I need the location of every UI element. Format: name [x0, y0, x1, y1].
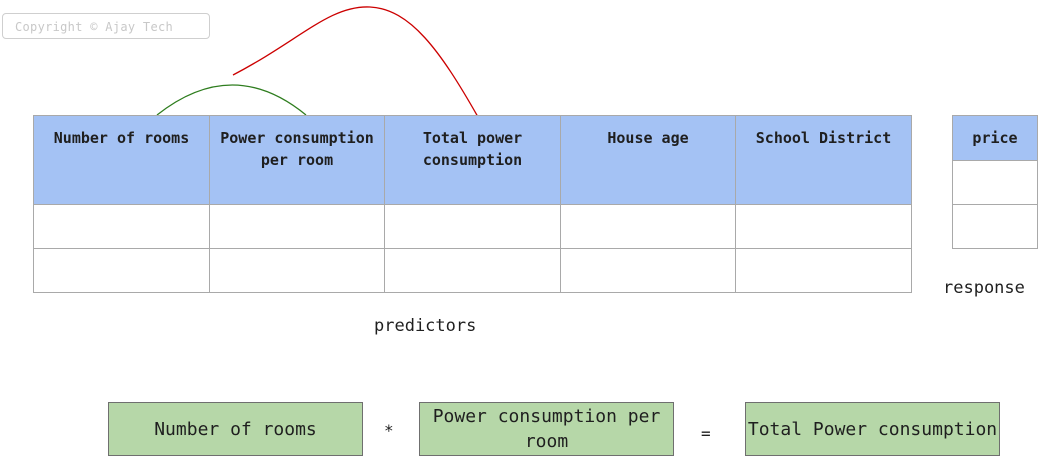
table-cell — [735, 204, 912, 249]
table-cell — [952, 160, 1038, 205]
table-cell — [33, 204, 210, 249]
header-total-power-consumption: Total power consumption — [384, 115, 561, 205]
predictors-label: predictors — [374, 316, 477, 336]
multiply-operator: * — [384, 421, 394, 440]
response-header-row: price — [952, 115, 1038, 161]
header-house-age: House age — [560, 115, 736, 205]
table-cell — [952, 204, 1038, 249]
equation-term-power-consumption-per-room: Power consumption per room — [419, 402, 674, 456]
table-cell — [560, 204, 736, 249]
equals-operator: = — [701, 424, 711, 443]
table-row — [952, 160, 1038, 205]
header-school-district: School District — [735, 115, 912, 205]
equation-result-label: Total Power consumption — [747, 418, 998, 440]
equation-term-label: Power consumption per room — [432, 406, 661, 452]
table-row — [952, 204, 1038, 249]
response-table: price — [952, 115, 1038, 249]
table-cell — [384, 204, 561, 249]
equation-result-total-power-consumption: Total Power consumption — [745, 402, 1000, 456]
table-cell — [560, 248, 736, 293]
green-arc — [156, 84, 307, 116]
header-power-consumption-per-room: Power consumption per room — [209, 115, 385, 205]
red-arc — [232, 6, 479, 118]
header-price: price — [952, 115, 1038, 161]
response-label: response — [943, 278, 1025, 298]
table-cell — [33, 248, 210, 293]
equation-term-label: Number of rooms — [154, 418, 317, 440]
table-cell — [209, 248, 385, 293]
header-number-of-rooms: Number of rooms — [33, 115, 210, 205]
equation-term-number-of-rooms: Number of rooms — [108, 402, 363, 456]
table-row — [33, 204, 912, 249]
table-row — [33, 248, 912, 293]
table-cell — [735, 248, 912, 293]
copyright-watermark: Copyright © Ajay Tech — [2, 13, 210, 39]
predictors-table: Number of rooms Power consumption per ro… — [33, 115, 912, 293]
predictors-header-row: Number of rooms Power consumption per ro… — [33, 115, 912, 205]
table-cell — [209, 204, 385, 249]
table-cell — [384, 248, 561, 293]
